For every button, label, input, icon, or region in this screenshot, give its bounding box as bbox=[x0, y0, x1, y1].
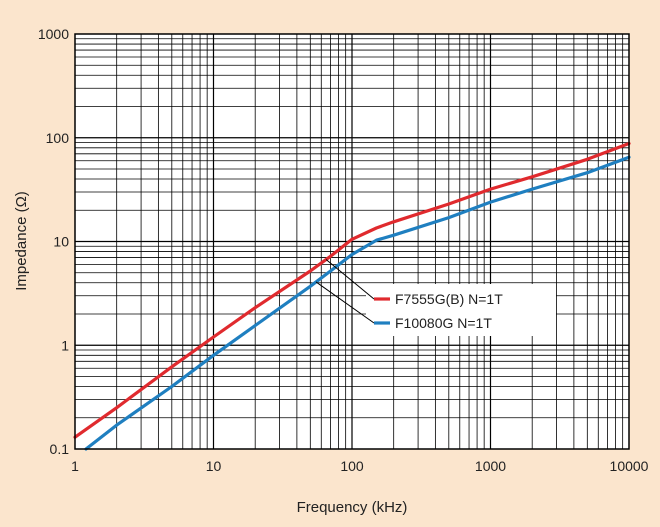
x-tick-label: 10000 bbox=[610, 458, 649, 474]
x-tick-label: 100 bbox=[340, 458, 364, 474]
plot-frame bbox=[74, 33, 630, 450]
y-axis-title: Impedance (Ω) bbox=[13, 191, 30, 291]
y-tick-label: 1 bbox=[61, 337, 69, 353]
grid bbox=[75, 34, 629, 449]
legend-box bbox=[366, 284, 556, 336]
y-tick-label: 0.1 bbox=[50, 441, 70, 457]
y-tick-label: 1000 bbox=[38, 26, 69, 42]
y-tick-label: 10 bbox=[53, 234, 69, 250]
legend-label: F10080G N=1T bbox=[395, 315, 492, 331]
legend: F7555G(B) N=1T F10080G N=1T bbox=[315, 259, 556, 336]
series-line-2 bbox=[84, 155, 631, 451]
x-axis-title: Frequency (kHz) bbox=[297, 499, 408, 516]
leader-line bbox=[325, 259, 375, 300]
y-tick-labels: 0.1 1 10 100 1000 bbox=[38, 26, 69, 457]
x-tick-labels: 1 10 100 1000 10000 bbox=[71, 458, 649, 474]
legend-label: F7555G(B) N=1T bbox=[395, 291, 503, 307]
x-tick-label: 1000 bbox=[475, 458, 506, 474]
x-tick-label: 10 bbox=[206, 458, 222, 474]
leader-line bbox=[315, 281, 375, 324]
y-tick-label: 100 bbox=[46, 130, 70, 146]
x-tick-label: 1 bbox=[71, 458, 79, 474]
series-layer bbox=[73, 141, 631, 451]
series-line-1 bbox=[73, 141, 631, 439]
